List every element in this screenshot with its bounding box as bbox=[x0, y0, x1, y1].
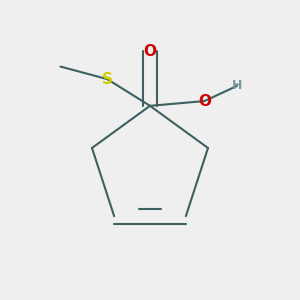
Text: S: S bbox=[102, 72, 113, 87]
Text: O: O bbox=[198, 94, 211, 109]
Text: O: O bbox=[143, 44, 157, 59]
Text: H: H bbox=[232, 80, 242, 92]
